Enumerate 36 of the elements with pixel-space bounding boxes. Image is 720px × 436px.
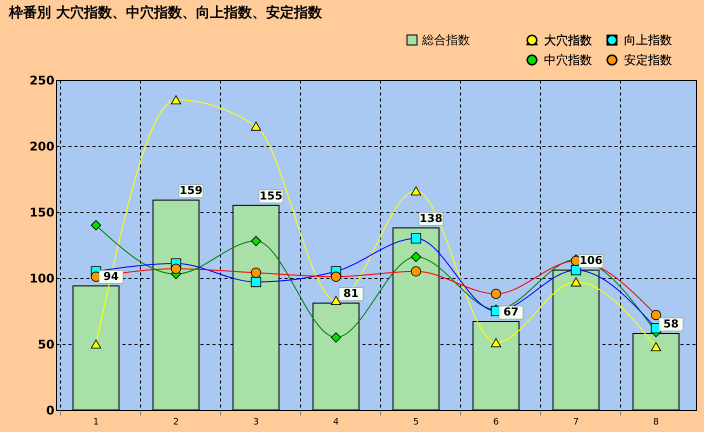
- point: [90, 339, 102, 349]
- data-label: 138: [420, 212, 442, 225]
- x-tick-label: 1: [93, 418, 99, 428]
- point: [170, 95, 182, 104]
- y-tick-label: 150: [29, 206, 54, 220]
- x-tick-label: 4: [333, 418, 340, 428]
- data-label: 94: [103, 270, 119, 283]
- y-tick-label: 200: [29, 140, 54, 154]
- x-tick-label: 6: [493, 418, 500, 428]
- y-tick-label: 0: [46, 404, 54, 418]
- data-label: 159: [180, 184, 202, 198]
- point: [570, 277, 582, 286]
- x-tick-label: 3: [253, 418, 259, 428]
- y-tick-label: 250: [29, 74, 54, 88]
- y-tick-label: 100: [29, 272, 54, 286]
- point: [250, 122, 262, 131]
- x-tick-label: 2: [173, 418, 179, 428]
- data-label: 155: [260, 189, 282, 202]
- point: [410, 186, 422, 196]
- point: [330, 296, 342, 305]
- x-tick-label: 8: [653, 418, 660, 428]
- legend-label: 中穴指数: [544, 53, 592, 67]
- legend-label: 安定指数: [624, 53, 672, 67]
- point: [490, 338, 502, 348]
- legend-label: 総合指数: [421, 33, 470, 47]
- point: [650, 342, 662, 352]
- x-tick-label: 5: [413, 418, 419, 428]
- data-label: 81: [343, 287, 359, 300]
- legend-label: 大穴指数: [544, 33, 592, 48]
- y-tick-label: 50: [38, 338, 54, 352]
- data-label: 106: [580, 254, 603, 268]
- x-tick-label: 7: [573, 418, 579, 428]
- data-label: 58: [663, 317, 679, 330]
- chart-title: 枠番別 大穴指数、中穴指数、向上指数、安定指数: [8, 4, 323, 21]
- data-label: 67: [503, 306, 519, 319]
- legend-label: 向上指数: [624, 33, 672, 48]
